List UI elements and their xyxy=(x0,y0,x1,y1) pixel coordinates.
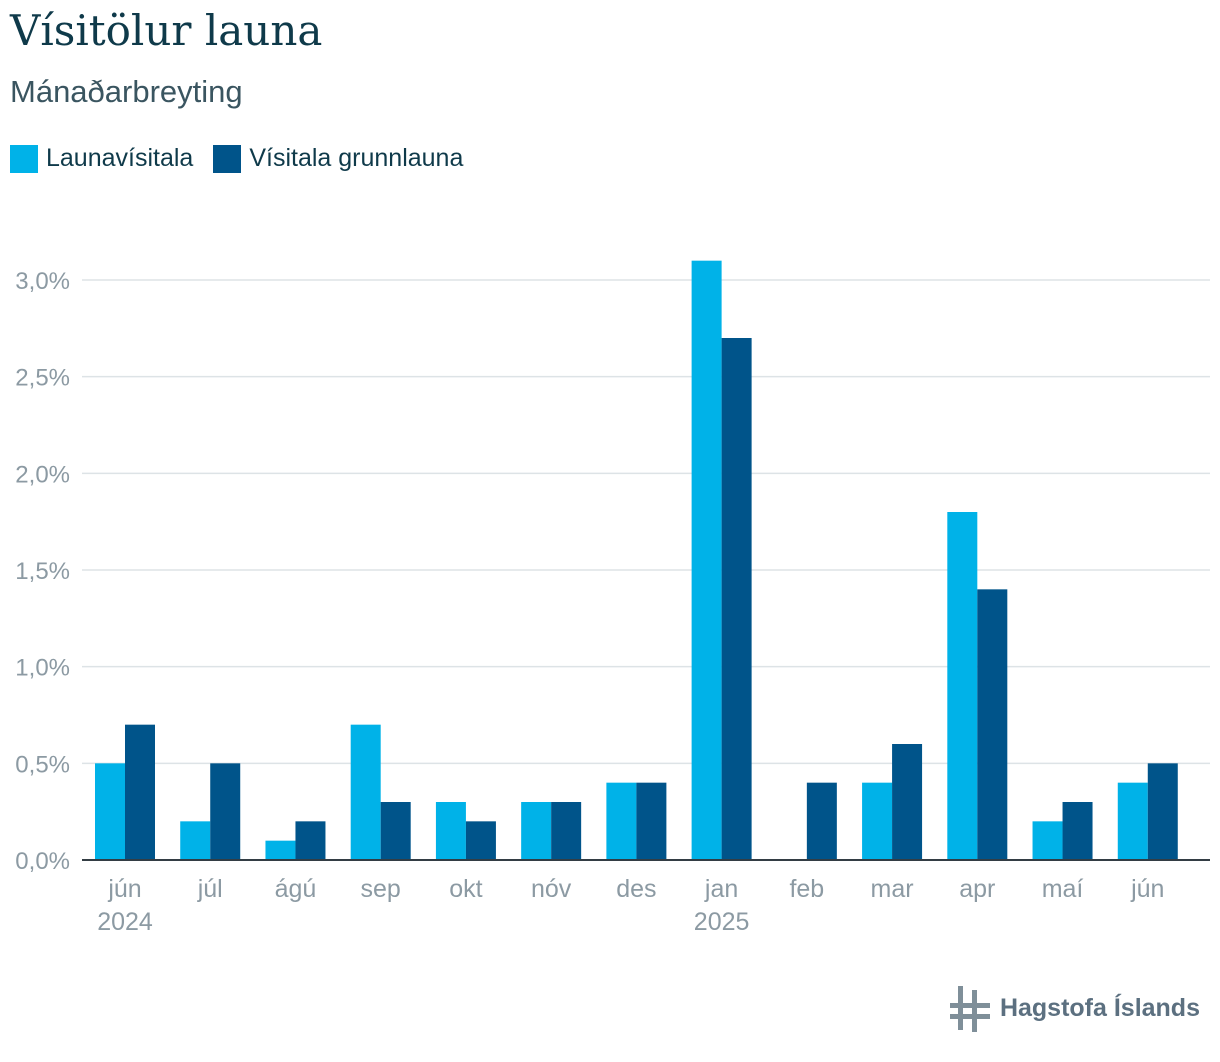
chart-subtitle: Mánaðarbreyting xyxy=(10,74,243,109)
x-tick-label: feb xyxy=(789,875,824,903)
bar-launavisitala xyxy=(521,802,552,860)
y-tick-label: 1,0% xyxy=(15,655,70,682)
x-tick-label: nóv xyxy=(531,875,572,903)
x-year-label: 2025 xyxy=(694,908,750,936)
legend-swatch-visitala-grunnlauna xyxy=(213,144,242,173)
bar-launavisitala xyxy=(1117,782,1148,860)
bar-launavisitala xyxy=(350,724,381,860)
legend-label-visitala-grunnlauna: Vísitala grunnlauna xyxy=(249,144,464,172)
x-tick-label: ágú xyxy=(275,875,317,903)
bar-launavisitala xyxy=(180,821,211,860)
y-tick-label: 3,0% xyxy=(15,268,70,295)
legend-item-visitala-grunnlauna: Vísitala grunnlauna xyxy=(213,144,463,173)
legend: Launavísitala Vísitala grunnlauna xyxy=(10,144,463,173)
x-tick-label: sep xyxy=(361,875,401,903)
hagstofa-logo: Hagstofa Íslands xyxy=(949,984,1200,1032)
bar-visitala-grunnlauna xyxy=(977,589,1008,860)
x-tick-label: jún xyxy=(107,875,141,903)
bar-visitala-grunnlauna xyxy=(551,802,582,860)
bar-launavisitala xyxy=(265,840,296,860)
bar-visitala-grunnlauna xyxy=(806,782,837,860)
legend-label-launavisitala: Launavísitala xyxy=(46,144,194,172)
hagstofa-logo-text: Hagstofa Íslands xyxy=(999,993,1200,1022)
y-tick-label: 2,0% xyxy=(15,461,70,488)
bar-launavisitala xyxy=(95,763,125,860)
legend-item-launavisitala: Launavísitala xyxy=(10,144,193,173)
y-tick-label: 2,5% xyxy=(15,365,70,392)
bar-visitala-grunnlauna xyxy=(892,744,923,860)
bar-launavisitala xyxy=(691,260,722,861)
x-year-label: 2024 xyxy=(97,908,153,936)
x-tick-label: mar xyxy=(871,875,914,903)
x-tick-label: maí xyxy=(1042,875,1084,903)
hagstofa-logo-icon xyxy=(949,986,990,1032)
bar-visitala-grunnlauna xyxy=(380,802,411,860)
bar-visitala-grunnlauna xyxy=(636,782,667,860)
bar-visitala-grunnlauna xyxy=(1062,802,1093,860)
bar-visitala-grunnlauna xyxy=(465,821,496,860)
x-tick-label: júl xyxy=(197,875,223,903)
y-tick-label: 0,0% xyxy=(15,848,70,875)
bar-launavisitala xyxy=(1032,821,1063,860)
bar-visitala-grunnlauna xyxy=(1147,763,1178,860)
bar-launavisitala xyxy=(435,802,466,860)
y-tick-label: 0,5% xyxy=(15,751,70,778)
bar-visitala-grunnlauna xyxy=(210,763,241,860)
x-tick-label: jún xyxy=(1130,875,1164,903)
chart-title: Vísitölur launa xyxy=(10,6,323,55)
y-tick-label: 1,5% xyxy=(15,558,70,585)
x-tick-label: apr xyxy=(959,875,995,903)
bar-visitala-grunnlauna xyxy=(295,821,326,860)
x-tick-label: okt xyxy=(449,875,482,903)
bar-visitala-grunnlauna xyxy=(125,724,155,860)
bar-launavisitala xyxy=(947,512,978,860)
x-tick-label: des xyxy=(616,875,656,903)
legend-swatch-launavisitala xyxy=(10,144,38,173)
bar-launavisitala xyxy=(606,782,637,860)
x-tick-label: jan xyxy=(704,875,738,903)
bar-launavisitala xyxy=(862,782,893,860)
bar-visitala-grunnlauna xyxy=(721,338,752,860)
